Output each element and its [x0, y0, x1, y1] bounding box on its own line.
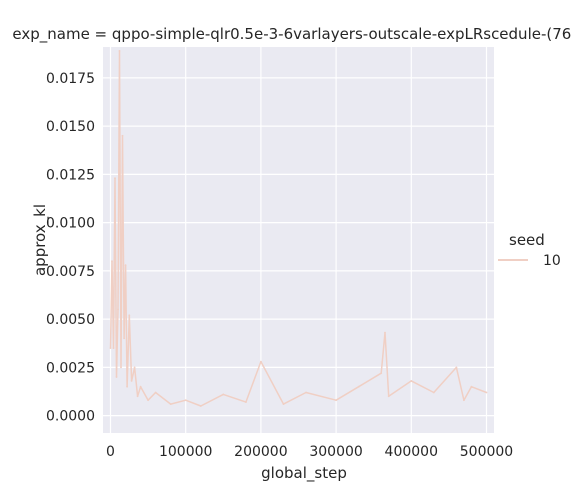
x-tick-label: 500000	[460, 444, 513, 460]
data-point	[126, 385, 128, 388]
y-tick-label: 0.0125	[46, 167, 95, 183]
data-point	[124, 264, 127, 266]
data-point	[410, 380, 413, 382]
y-tick-label: 0.0000	[46, 409, 95, 425]
data-point	[147, 399, 150, 402]
x-tick-label: 400000	[385, 444, 438, 460]
plot-area	[103, 47, 494, 433]
data-point	[133, 366, 136, 369]
data-point	[384, 331, 386, 334]
data-point	[115, 376, 118, 378]
y-tick-label: 0.0050	[46, 312, 95, 328]
series-layer	[109, 50, 488, 407]
y-axis-label: approx_kl	[31, 204, 50, 276]
data-point	[463, 399, 465, 402]
legend: seed 10	[498, 231, 561, 269]
y-tick-label: 0.0075	[46, 264, 95, 280]
data-point	[121, 134, 124, 137]
data-point	[118, 50, 121, 52]
data-point	[199, 405, 202, 407]
y-tick-label: 0.0100	[46, 216, 95, 232]
data-point	[357, 385, 360, 388]
data-point	[139, 385, 142, 388]
data-point	[136, 395, 139, 398]
data-point	[154, 391, 157, 394]
x-axis-label: global_step	[261, 464, 347, 483]
data-point	[260, 360, 262, 363]
data-point	[485, 391, 488, 394]
data-point	[111, 260, 113, 263]
data-point	[112, 347, 115, 349]
data-point	[432, 391, 435, 394]
data-point	[128, 314, 131, 317]
x-tick-label: 100000	[159, 444, 212, 460]
data-point	[130, 380, 133, 382]
tick-labels: 0 100000 200000 300000 400000 500000 0.0000 0.0…	[46, 71, 513, 460]
data-point	[169, 403, 172, 405]
y-tick-label: 0.0025	[46, 360, 95, 376]
legend-title: seed	[509, 231, 545, 249]
chart-title: exp_name = qppo-simple-qlr0.5e-3-6varlay…	[12, 25, 572, 44]
data-point	[184, 399, 187, 402]
data-point	[245, 401, 247, 403]
y-tick-label: 0.0150	[46, 119, 95, 135]
data-point	[123, 337, 125, 340]
y-tick-label: 0.0175	[46, 71, 95, 87]
gridlines	[103, 47, 494, 433]
data-point	[117, 308, 119, 311]
legend-entries: 10	[498, 253, 561, 269]
data-point	[109, 347, 112, 349]
data-point	[222, 393, 225, 396]
data-point	[335, 399, 337, 402]
data-point	[455, 366, 458, 369]
x-tick-label: 300000	[309, 444, 362, 460]
data-point	[120, 366, 122, 369]
data-point	[305, 391, 307, 394]
x-tick-label: 200000	[234, 444, 287, 460]
x-tick-label: 0	[106, 444, 115, 460]
series-line	[109, 50, 487, 407]
data-point	[114, 177, 116, 180]
data-point	[470, 385, 473, 388]
legend-entry-label: 10	[543, 253, 561, 269]
data-point	[282, 403, 285, 405]
data-point	[387, 395, 390, 398]
data-point	[380, 372, 383, 375]
